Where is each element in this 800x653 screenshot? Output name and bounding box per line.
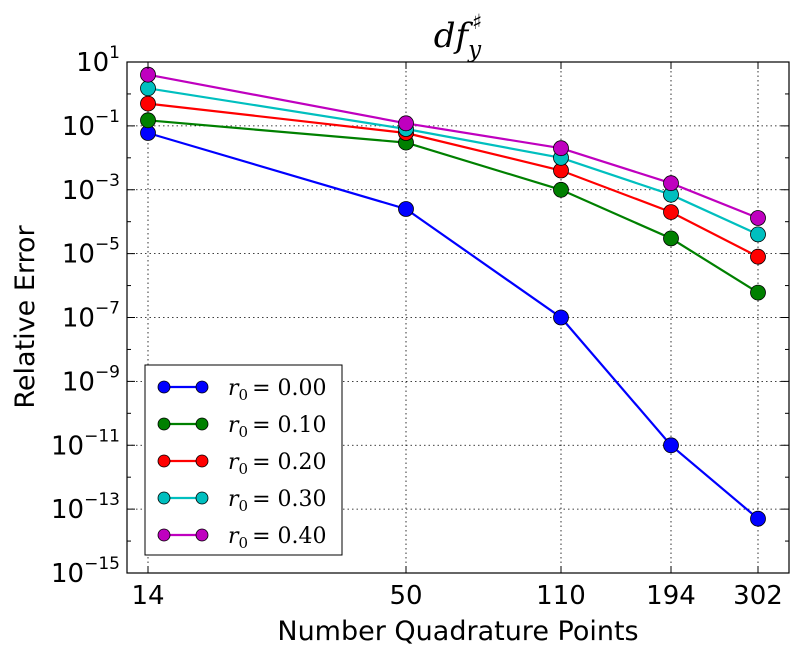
y-tick-label: 10−11 [51, 426, 120, 461]
legend-marker [195, 491, 209, 505]
data-point [140, 80, 156, 97]
legend-item: r0 = 0.20 [157, 450, 327, 478]
title-subscript: y [467, 37, 482, 63]
legend-item: r0 = 0.40 [157, 524, 327, 552]
legend-item: r0 = 0.00 [157, 376, 327, 404]
series-layer [140, 66, 766, 527]
title-superscript: ♯ [472, 10, 482, 34]
data-point [140, 112, 156, 129]
legend-marker [157, 380, 171, 394]
legend-marker [195, 380, 209, 394]
data-point [553, 140, 569, 157]
x-tick-label: 302 [733, 581, 783, 611]
y-tick-label: 101 [76, 43, 120, 78]
legend-marker [157, 491, 171, 505]
x-tick-labels: 14 50 110 194 302 [131, 581, 782, 611]
legend-label: r0 = 0.10 [228, 413, 327, 441]
x-tick-label: 50 [389, 581, 422, 611]
data-point [140, 95, 156, 112]
data-point [750, 510, 766, 527]
legend: r0 = 0.00 r0 = 0.10 r0 = 0.20 r0 = 0.30 r0 = 0.40 [144, 364, 343, 556]
series [140, 66, 766, 226]
data-point [663, 437, 679, 454]
legend-marker [157, 528, 171, 542]
chart-title: dfy♯ [434, 10, 483, 63]
y-tick-label: 10−5 [62, 235, 120, 270]
y-tick-label: 10−1 [62, 107, 120, 142]
legend-marker [195, 528, 209, 542]
y-tick-label: 10−7 [62, 299, 120, 334]
legend-item: r0 = 0.10 [157, 413, 327, 441]
legend-label: r0 = 0.30 [228, 487, 327, 515]
legend-label: r0 = 0.40 [228, 524, 327, 552]
y-axis-label: Relative Error [10, 224, 41, 408]
legend-item: r0 = 0.30 [157, 487, 327, 515]
legend-marker [157, 417, 171, 431]
data-point [553, 181, 569, 198]
x-axis-label: Number Quadrature Points [277, 616, 638, 647]
data-point [750, 210, 766, 226]
data-point [663, 204, 679, 221]
legend-label: r0 = 0.00 [228, 376, 327, 404]
legend-label: r0 = 0.20 [228, 450, 327, 478]
data-point [553, 309, 569, 326]
x-tick-label: 110 [536, 581, 586, 611]
data-point [750, 226, 766, 243]
y-tick-label: 10−9 [62, 362, 120, 397]
y-tick-label: 10−3 [62, 171, 120, 206]
legend-marker [157, 454, 171, 468]
series [140, 112, 766, 301]
y-tick-labels: 101 10−1 10−3 10−5 10−7 10−9 10−11 10−13 10−15 [51, 43, 120, 589]
legend-marker [195, 454, 209, 468]
data-point [750, 284, 766, 301]
y-tick-label: 10−13 [51, 490, 120, 525]
x-tick-label: 194 [646, 581, 696, 611]
legend-marker [195, 417, 209, 431]
data-point [398, 115, 414, 132]
series [140, 125, 766, 527]
y-tick-label: 10−15 [51, 554, 120, 589]
data-point [140, 66, 156, 83]
data-point [663, 175, 679, 192]
data-point [663, 230, 679, 247]
data-point [398, 201, 414, 217]
data-point [750, 248, 766, 265]
x-tick-label: 14 [131, 581, 164, 611]
tick-marks [127, 61, 789, 574]
